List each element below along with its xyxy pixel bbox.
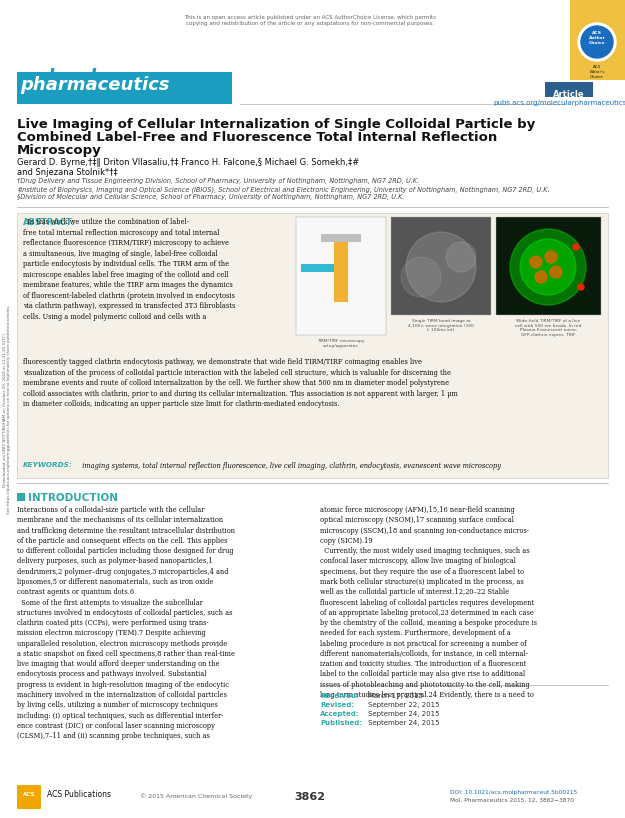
Text: †Drug Delivery and Tissue Engineering Division, School of Pharmacy, University o: †Drug Delivery and Tissue Engineering Di… [17,178,419,184]
Text: §Division of Molecular and Cellular Science, School of Pharmacy, University of N: §Division of Molecular and Cellular Scie… [17,194,404,200]
Text: Combined Label-Free and Fluorescence Total Internal Reflection: Combined Label-Free and Fluorescence Tot… [17,131,498,144]
Polygon shape [22,795,38,807]
Text: molecular: molecular [17,68,117,86]
Text: ACS Publications: ACS Publications [47,790,111,799]
Circle shape [530,256,542,268]
Text: Downloaded via UNIV NOTTINGHAM on October 29, 2018 at 11:21:45 (UTC).
See https:: Downloaded via UNIV NOTTINGHAM on Octobe… [2,304,11,514]
Circle shape [578,23,616,61]
Bar [496,217,601,315]
Bar [570,0,625,80]
Circle shape [545,251,557,263]
Circle shape [446,242,476,272]
Bar [296,217,386,335]
Text: ‡Institute of Biophysics, Imaging and Optical Science (IBIOS), School of Electri: ‡Institute of Biophysics, Imaging and Op… [17,186,549,192]
Text: ACS: ACS [23,792,35,797]
Text: 3862: 3862 [294,792,326,802]
Circle shape [581,26,613,58]
Text: ACS
Author
Choice: ACS Author Choice [589,31,606,45]
Circle shape [578,284,584,290]
Text: This is an open access article published under an ACS AuthorChoice License, whic: This is an open access article published… [184,15,436,26]
Text: INTRODUCTION: INTRODUCTION [28,493,118,503]
Text: DOI: 10.1021/acs.molpharmaceut.5b00215: DOI: 10.1021/acs.molpharmaceut.5b00215 [450,790,578,795]
Circle shape [550,266,562,278]
Bar [391,217,491,315]
Text: Gerard D. Byrne,†‡‖ Driton Vllasaliu,†‡ Franco H. Falcone,§ Michael G. Somekh,‡#: Gerard D. Byrne,†‡‖ Driton Vllasaliu,†‡ … [17,158,359,167]
Text: Microscopy: Microscopy [17,144,102,157]
Text: fluorescently tagged clathrin endocytosis pathway, we demonstrate that wide fiel: fluorescently tagged clathrin endocytosi… [23,358,458,408]
Text: pharmaceutics: pharmaceutics [20,76,169,94]
Circle shape [406,232,476,302]
Text: September 22, 2015: September 22, 2015 [368,702,439,708]
Circle shape [535,271,547,283]
Text: Published:: Published: [320,720,362,726]
Text: KEYWORDS:: KEYWORDS: [23,462,72,468]
Text: September 24, 2015: September 24, 2015 [368,711,439,717]
Text: ABSTRACT:: ABSTRACT: [23,218,76,227]
Bar [321,234,361,242]
Text: TIRM/TIRF microscopy
setup/apparatus: TIRM/TIRF microscopy setup/apparatus [318,339,365,348]
Bar [17,493,25,501]
Circle shape [520,239,576,295]
Text: Revised:: Revised: [320,702,354,708]
Text: Accepted:: Accepted: [320,711,359,717]
Text: Interactions of a colloidal-size particle with the cellular
membrane and the mec: Interactions of a colloidal-size particl… [17,506,235,740]
FancyBboxPatch shape [17,785,41,809]
Text: Wide-field TIRM/TIRF of a live
cell with 500 nm beads. In red
Plasma Evanescent : Wide-field TIRM/TIRF of a live cell with… [515,319,581,337]
Text: Received:: Received: [320,693,359,699]
Text: Live Imaging of Cellular Internalization of Single Colloidal Particle by: Live Imaging of Cellular Internalization… [17,118,535,131]
Text: atomic force microscopy (AFM),15,16 near-field scanning
optical microscopy (NSOM: atomic force microscopy (AFM),15,16 near… [320,506,537,699]
Text: Article: Article [553,90,585,99]
Bar [301,264,334,272]
Bar [0,0,14,818]
Text: In this work we utilize the combination of label-
free total internal reflection: In this work we utilize the combination … [23,218,236,321]
Circle shape [401,257,441,297]
Circle shape [573,244,579,250]
Bar [334,242,348,302]
Text: © 2015 American Chemical Society: © 2015 American Chemical Society [140,793,252,798]
Bar [17,72,232,104]
Circle shape [510,229,586,305]
Text: and Snjezana Stolnik*†‡: and Snjezana Stolnik*†‡ [17,168,118,177]
Text: Single TIRM bead image at
4,100× wave integration (100
f. 100ms int): Single TIRM bead image at 4,100× wave in… [408,319,474,332]
Bar [17,213,608,478]
Text: pubs.acs.org/molecularpharmaceutics: pubs.acs.org/molecularpharmaceutics [493,100,625,106]
Text: ACS
Editor's
Choice: ACS Editor's Choice [589,65,605,79]
Text: Mol. Pharmaceutics 2015, 12, 3862−3870: Mol. Pharmaceutics 2015, 12, 3862−3870 [450,798,574,803]
Bar [545,82,593,97]
Text: September 24, 2015: September 24, 2015 [368,720,439,726]
Text: March 17, 2015: March 17, 2015 [368,693,423,699]
Text: imaging systems, total internal reflection fluorescence, live cell imaging, clat: imaging systems, total internal reflecti… [78,462,501,470]
